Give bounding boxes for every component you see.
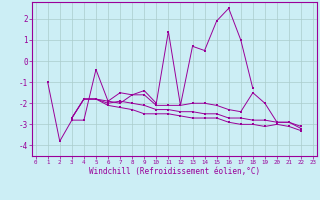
X-axis label: Windchill (Refroidissement éolien,°C): Windchill (Refroidissement éolien,°C) — [89, 167, 260, 176]
